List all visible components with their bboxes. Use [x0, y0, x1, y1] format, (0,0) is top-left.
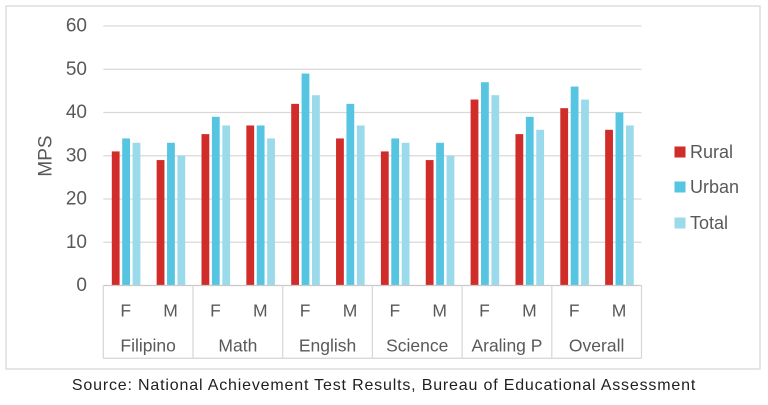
- svg-text:Math: Math: [218, 336, 257, 356]
- svg-text:M: M: [522, 301, 537, 321]
- svg-text:60: 60: [66, 16, 87, 37]
- svg-text:0: 0: [76, 275, 87, 296]
- svg-text:M: M: [343, 301, 358, 321]
- svg-text:F: F: [300, 301, 311, 321]
- svg-text:F: F: [479, 301, 490, 321]
- svg-text:F: F: [120, 301, 131, 321]
- svg-text:Science: Science: [386, 336, 448, 356]
- svg-text:20: 20: [66, 189, 87, 210]
- svg-text:Rural: Rural: [690, 142, 733, 162]
- svg-text:Araling P: Araling P: [471, 336, 542, 356]
- svg-text:M: M: [163, 301, 178, 321]
- svg-text:Filipino: Filipino: [120, 336, 175, 356]
- svg-text:Overall: Overall: [569, 336, 624, 356]
- svg-text:10: 10: [66, 232, 87, 253]
- svg-text:Total: Total: [690, 213, 728, 233]
- svg-text:English: English: [299, 336, 356, 356]
- svg-text:M: M: [253, 301, 268, 321]
- svg-text:MPS: MPS: [36, 135, 57, 176]
- svg-text:M: M: [432, 301, 447, 321]
- svg-text:40: 40: [66, 102, 87, 123]
- svg-text:F: F: [210, 301, 221, 321]
- svg-text:F: F: [389, 301, 400, 321]
- svg-text:30: 30: [66, 145, 87, 166]
- svg-text:M: M: [612, 301, 627, 321]
- svg-text:F: F: [569, 301, 580, 321]
- svg-text:Urban: Urban: [690, 177, 739, 197]
- svg-text:50: 50: [66, 59, 87, 80]
